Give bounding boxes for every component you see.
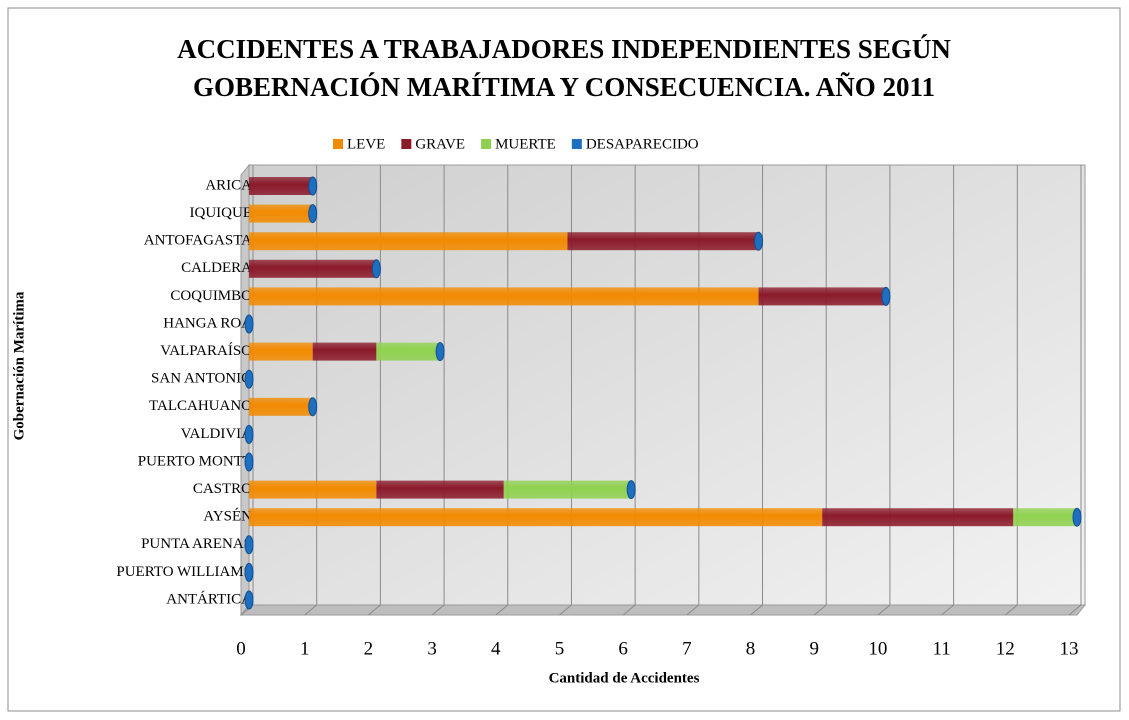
bar-cap [371,259,381,279]
bar-segment [249,259,377,278]
bar-segment [503,480,632,499]
chart-title: GOBERNACIÓN MARÍTIMA Y CONSECUENCIA. AÑO… [193,72,935,102]
y-tick-label: ANTOFAGASTA [144,233,252,249]
bar-segment [567,232,759,251]
legend-label: GRAVE [415,136,465,152]
y-tick-label: CALDERA [181,260,252,276]
y-tick-label: PUERTO MONTT [138,453,252,469]
y-tick-label: TALCAHUANO [149,398,252,414]
x-tick-mark [750,604,763,616]
x-tick-label: 7 [682,638,692,659]
x-tick-mark [941,604,954,616]
y-tick-label: COQUIMBO [170,288,252,304]
bar-segment [376,342,441,361]
x-tick-mark [559,604,572,616]
x-tick-label: 13 [1060,638,1079,659]
bar-segment [1013,508,1077,527]
bar-cap [881,286,891,306]
bar-cap [244,452,254,472]
back-wall [248,164,1086,606]
bar-cap [244,424,254,444]
x-tick-mark [1004,604,1018,616]
legend-swatch [401,139,412,149]
legend-label: MUERTE [495,136,556,152]
y-axis-label: Gobernación Marítima [11,291,27,440]
y-tick-label: PUERTO WILLIAMS [116,564,252,580]
bar-segment [312,342,377,361]
x-tick-label: 5 [555,638,565,659]
bar-cap [244,314,254,334]
bar-cap [244,590,254,610]
x-tick-label: 11 [932,638,950,659]
bar-cap [308,176,318,196]
bar-segment [249,480,377,499]
y-tick-label: AYSÉN [203,508,252,525]
y-tick-label: ANTÁRTICA [166,590,252,607]
x-tick-mark [495,604,509,616]
y-tick-label: SAN ANTONIO [151,371,252,387]
bar-segment [249,204,313,223]
legend-swatch [571,139,582,149]
legend-swatch [481,139,492,149]
bar-segment [822,508,1014,527]
x-tick-mark [813,604,827,616]
bar-cap [754,231,764,251]
bar-cap [435,342,445,362]
chart-title: ACCIDENTES A TRABAJADORES INDEPENDIENTES… [177,34,951,64]
bar-cap [1072,507,1082,527]
bar-cap [244,562,254,582]
bar-segment [249,232,568,251]
x-tick-label: 1 [300,638,310,659]
x-tick-mark [622,604,636,616]
y-tick-label: PUNTA ARENAS [141,536,252,552]
floor [239,604,1087,616]
y-tick-label: CASTRO [193,481,252,497]
bar-segment [758,287,886,306]
y-tick-label: IQUIQUE [190,205,252,221]
bar-cap [626,480,636,500]
bar-segment [249,342,313,361]
x-tick-label: 0 [236,638,246,659]
x-tick-label: 6 [618,638,628,659]
x-tick-mark [877,604,891,616]
bar-cap [308,397,318,417]
x-tick-label: 3 [427,638,437,659]
x-tick-label: 10 [868,638,887,659]
y-tick-label: VALPARAÍSO [160,342,252,359]
y-tick-label: VALDIVIA [181,426,253,442]
x-tick-mark [368,604,381,616]
x-tick-label: 8 [746,638,756,659]
bar-segment [249,397,313,416]
x-tick-mark [1068,604,1082,616]
x-tick-mark [304,604,318,616]
x-axis-label: Cantidad de Accidentes [549,670,700,686]
x-tick-label: 4 [491,638,501,659]
bar-cap [244,535,254,555]
x-tick-label: 9 [809,638,819,659]
y-tick-label: ARICA [205,177,252,193]
x-tick-label: 2 [364,638,374,659]
bar-segment [249,287,759,306]
bar-segment [249,177,313,195]
bar-segment [376,480,504,499]
bar-cap [244,369,254,389]
x-tick-label: 12 [996,638,1015,659]
legend-label: LEVE [347,136,385,152]
bar-segment [249,508,823,527]
x-tick-mark [431,604,445,616]
y-tick-label: HANGA ROA [163,315,252,331]
legend-swatch [333,139,343,149]
x-tick-mark [686,604,700,616]
legend-label: DESAPARECIDO [586,136,699,152]
bar-cap [308,204,318,224]
